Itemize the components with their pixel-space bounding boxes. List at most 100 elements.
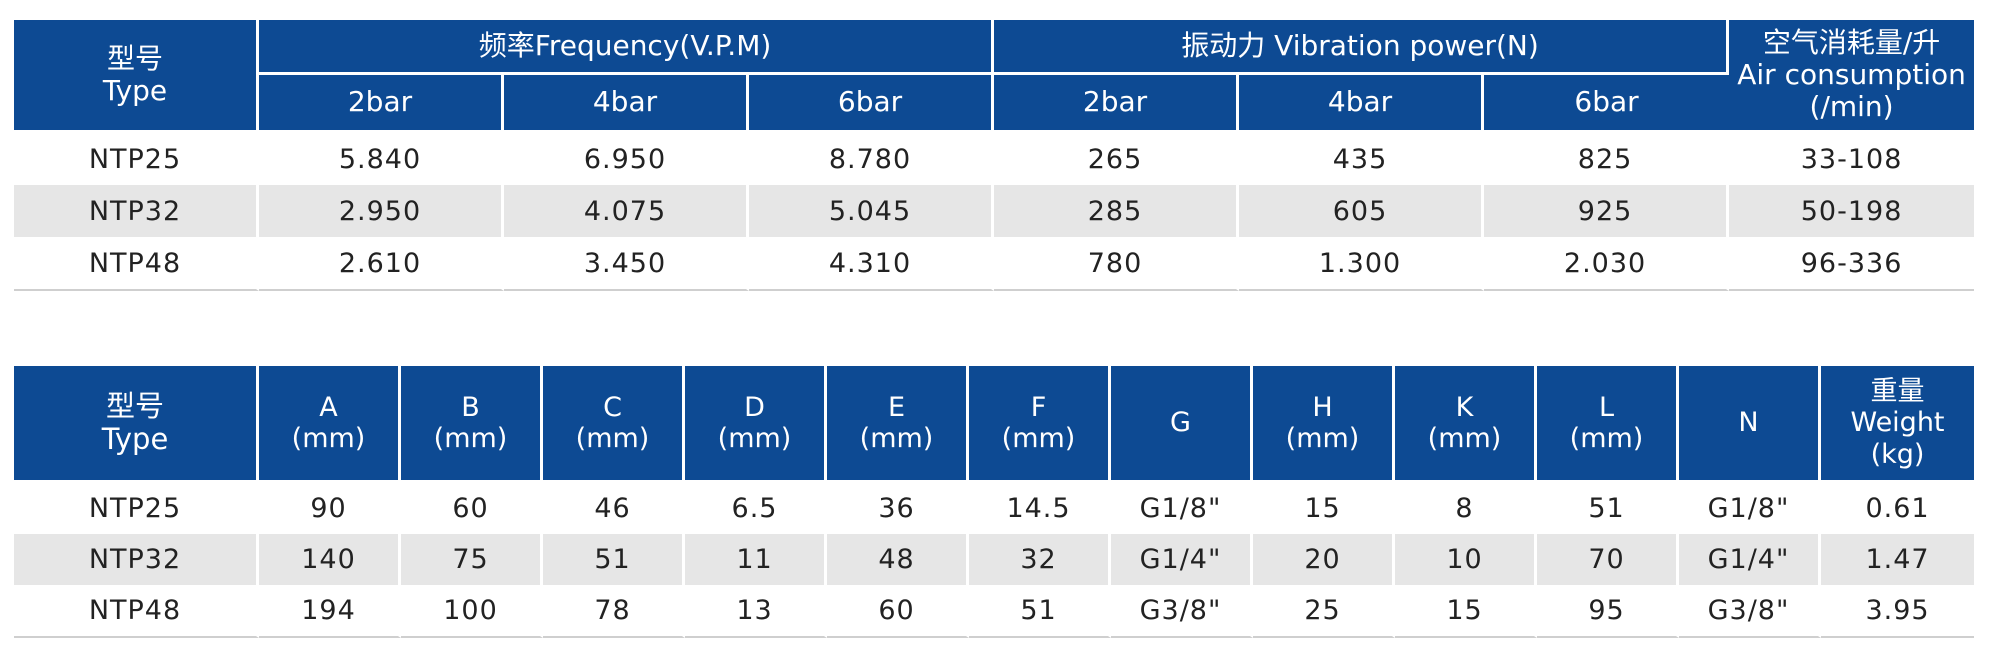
type-header-en: Type xyxy=(102,74,168,107)
value-cell: 75 xyxy=(401,534,543,585)
air-consumption-zh: 空气消耗量/升 xyxy=(1762,25,1941,59)
dimension-unit: (mm) xyxy=(1001,423,1076,454)
dimension-letter: B xyxy=(461,391,480,423)
type-header: 型号 Type xyxy=(14,366,259,483)
dimension-unit: (mm) xyxy=(717,423,792,454)
air-consumption-header: 空气消耗量/升 Air consumption (/min) xyxy=(1729,20,1975,133)
value-cell: 10 xyxy=(1395,534,1537,585)
value-cell: 0.61 xyxy=(1865,493,1930,524)
value-cell: 14.5 xyxy=(969,483,1111,534)
value-cell: 435 xyxy=(1239,133,1485,185)
dimension-unit: (mm) xyxy=(1285,423,1360,454)
table-row: NTP48 194 100 78 13 60 51 G3/8" 25 15 95 G3/8" 3.95 xyxy=(14,585,1974,638)
type-header-en: Type xyxy=(101,422,169,456)
performance-table: 型号 Type 频率Frequency(V.P.M) 振动力 Vibration… xyxy=(14,20,1975,291)
value-cell: 78 xyxy=(543,585,685,638)
value-cell: 15 xyxy=(1395,585,1537,638)
dimension-letter: H xyxy=(1312,391,1333,423)
value-cell: 2.030 xyxy=(1484,237,1730,291)
value-cell: 3.95 xyxy=(1821,585,1974,638)
dimensions-table: 型号 Type A (mm) B (mm) C (mm) D (mm) E (mm) F (mm) G H… xyxy=(14,366,1974,638)
value-cell: 6.950 xyxy=(504,133,749,185)
dimension-unit: (mm) xyxy=(1569,423,1644,454)
value-cell: G1/8" xyxy=(1679,483,1821,534)
dimension-header: N xyxy=(1679,366,1821,483)
value-cell: 51 xyxy=(1537,483,1679,534)
air-consumption-unit: (/min) xyxy=(1809,90,1894,124)
pressure-header: 2bar xyxy=(994,75,1240,133)
dimension-letter: L xyxy=(1598,391,1615,423)
dimension-header: L (mm) xyxy=(1537,366,1679,483)
value-cell: 60 xyxy=(827,585,969,638)
value-cell: G3/8" xyxy=(1679,585,1821,638)
dimension-letter: K xyxy=(1455,391,1474,423)
value-cell: G1/8" xyxy=(1111,483,1253,534)
table-row: NTP32 140 75 51 11 48 32 G1/4" 20 10 70 G1/4" 1.47 xyxy=(14,534,1974,585)
dimension-letter: E xyxy=(887,391,906,423)
value-cell: 51 xyxy=(969,585,1111,638)
dimension-header: F (mm) xyxy=(969,366,1111,483)
table-row: NTP32 2.950 4.075 5.045 285 605 925 50-198 xyxy=(14,185,1975,237)
value-cell: 33-108 xyxy=(1800,143,1903,175)
model-cell: NTP32 xyxy=(14,534,259,585)
type-header-zh: 型号 xyxy=(105,388,164,423)
value-cell: G3/8" xyxy=(1111,585,1253,638)
value-cell: 95 xyxy=(1537,585,1679,638)
value-cell: 4.310 xyxy=(749,237,995,291)
dimension-letter: F xyxy=(1030,391,1047,423)
dimension-unit: (mm) xyxy=(575,423,650,454)
value-cell: 100 xyxy=(401,585,543,638)
pressure-header: 6bar xyxy=(749,75,995,133)
value-cell: 1.47 xyxy=(1821,534,1974,585)
model-cell: NTP25 xyxy=(14,483,259,534)
table-row: NTP25 5.840 6.950 8.780 265 435 825 33-108 xyxy=(14,133,1974,185)
value-cell: 780 xyxy=(994,237,1240,291)
dimension-unit: (mm) xyxy=(1427,423,1502,454)
table-row: NTP25 90 60 46 6.5 36 14.5 G1/8" 15 8 51 G1/8" 0.61 xyxy=(14,483,1974,534)
value-cell: 2.950 xyxy=(259,185,504,237)
dimension-letter: N xyxy=(1738,407,1759,439)
dimension-letter: D xyxy=(744,391,765,423)
dimension-header: B (mm) xyxy=(401,366,543,483)
value-cell: 6.5 xyxy=(685,483,827,534)
value-cell: 2.610 xyxy=(259,237,504,291)
value-cell: 5.045 xyxy=(749,185,995,237)
dimension-header: A (mm) xyxy=(259,366,401,483)
model-cell: NTP32 xyxy=(14,185,259,237)
value-cell: 51 xyxy=(543,534,685,585)
value-cell: 4.075 xyxy=(504,185,749,237)
dimension-letter: A xyxy=(319,391,338,423)
pressure-header: 4bar xyxy=(504,75,749,133)
pressure-header: 4bar xyxy=(1239,75,1485,133)
table-row: NTP48 2.610 3.450 4.310 780 1.300 2.030 96-336 xyxy=(14,237,1975,291)
value-cell: 605 xyxy=(1239,185,1485,237)
value-cell: G1/4" xyxy=(1679,534,1821,585)
value-cell: 1.300 xyxy=(1239,237,1485,291)
value-cell: 825 xyxy=(1484,133,1730,185)
dimension-header: G xyxy=(1111,366,1253,483)
model-cell: NTP25 xyxy=(14,133,259,185)
dimension-letter: G xyxy=(1170,407,1191,439)
value-cell: 265 xyxy=(994,133,1240,185)
dimension-header: K (mm) xyxy=(1395,366,1537,483)
dimension-unit: (mm) xyxy=(859,423,934,454)
dimension-header: C (mm) xyxy=(543,366,685,483)
value-cell: 925 xyxy=(1484,185,1730,237)
value-cell: 70 xyxy=(1537,534,1679,585)
weight-header-unit: (kg) xyxy=(1870,438,1925,470)
type-header: 型号 Type xyxy=(14,20,259,133)
pressure-header: 2bar xyxy=(259,75,504,133)
value-cell: 20 xyxy=(1253,534,1395,585)
model-cell: NTP48 xyxy=(14,237,259,291)
model-cell: NTP48 xyxy=(14,585,259,638)
weight-header-en: Weight xyxy=(1850,407,1945,439)
type-header-zh: 型号 xyxy=(106,41,163,75)
value-cell: 90 xyxy=(259,483,401,534)
weight-header-zh: 重量 xyxy=(1870,376,1925,408)
pressure-header: 6bar xyxy=(1484,75,1730,133)
weight-header: 重量 Weight (kg) xyxy=(1821,366,1974,483)
dimension-unit: (mm) xyxy=(291,423,366,454)
value-cell: 11 xyxy=(685,534,827,585)
value-cell: 50-198 xyxy=(1729,185,1975,237)
dimension-header: D (mm) xyxy=(685,366,827,483)
